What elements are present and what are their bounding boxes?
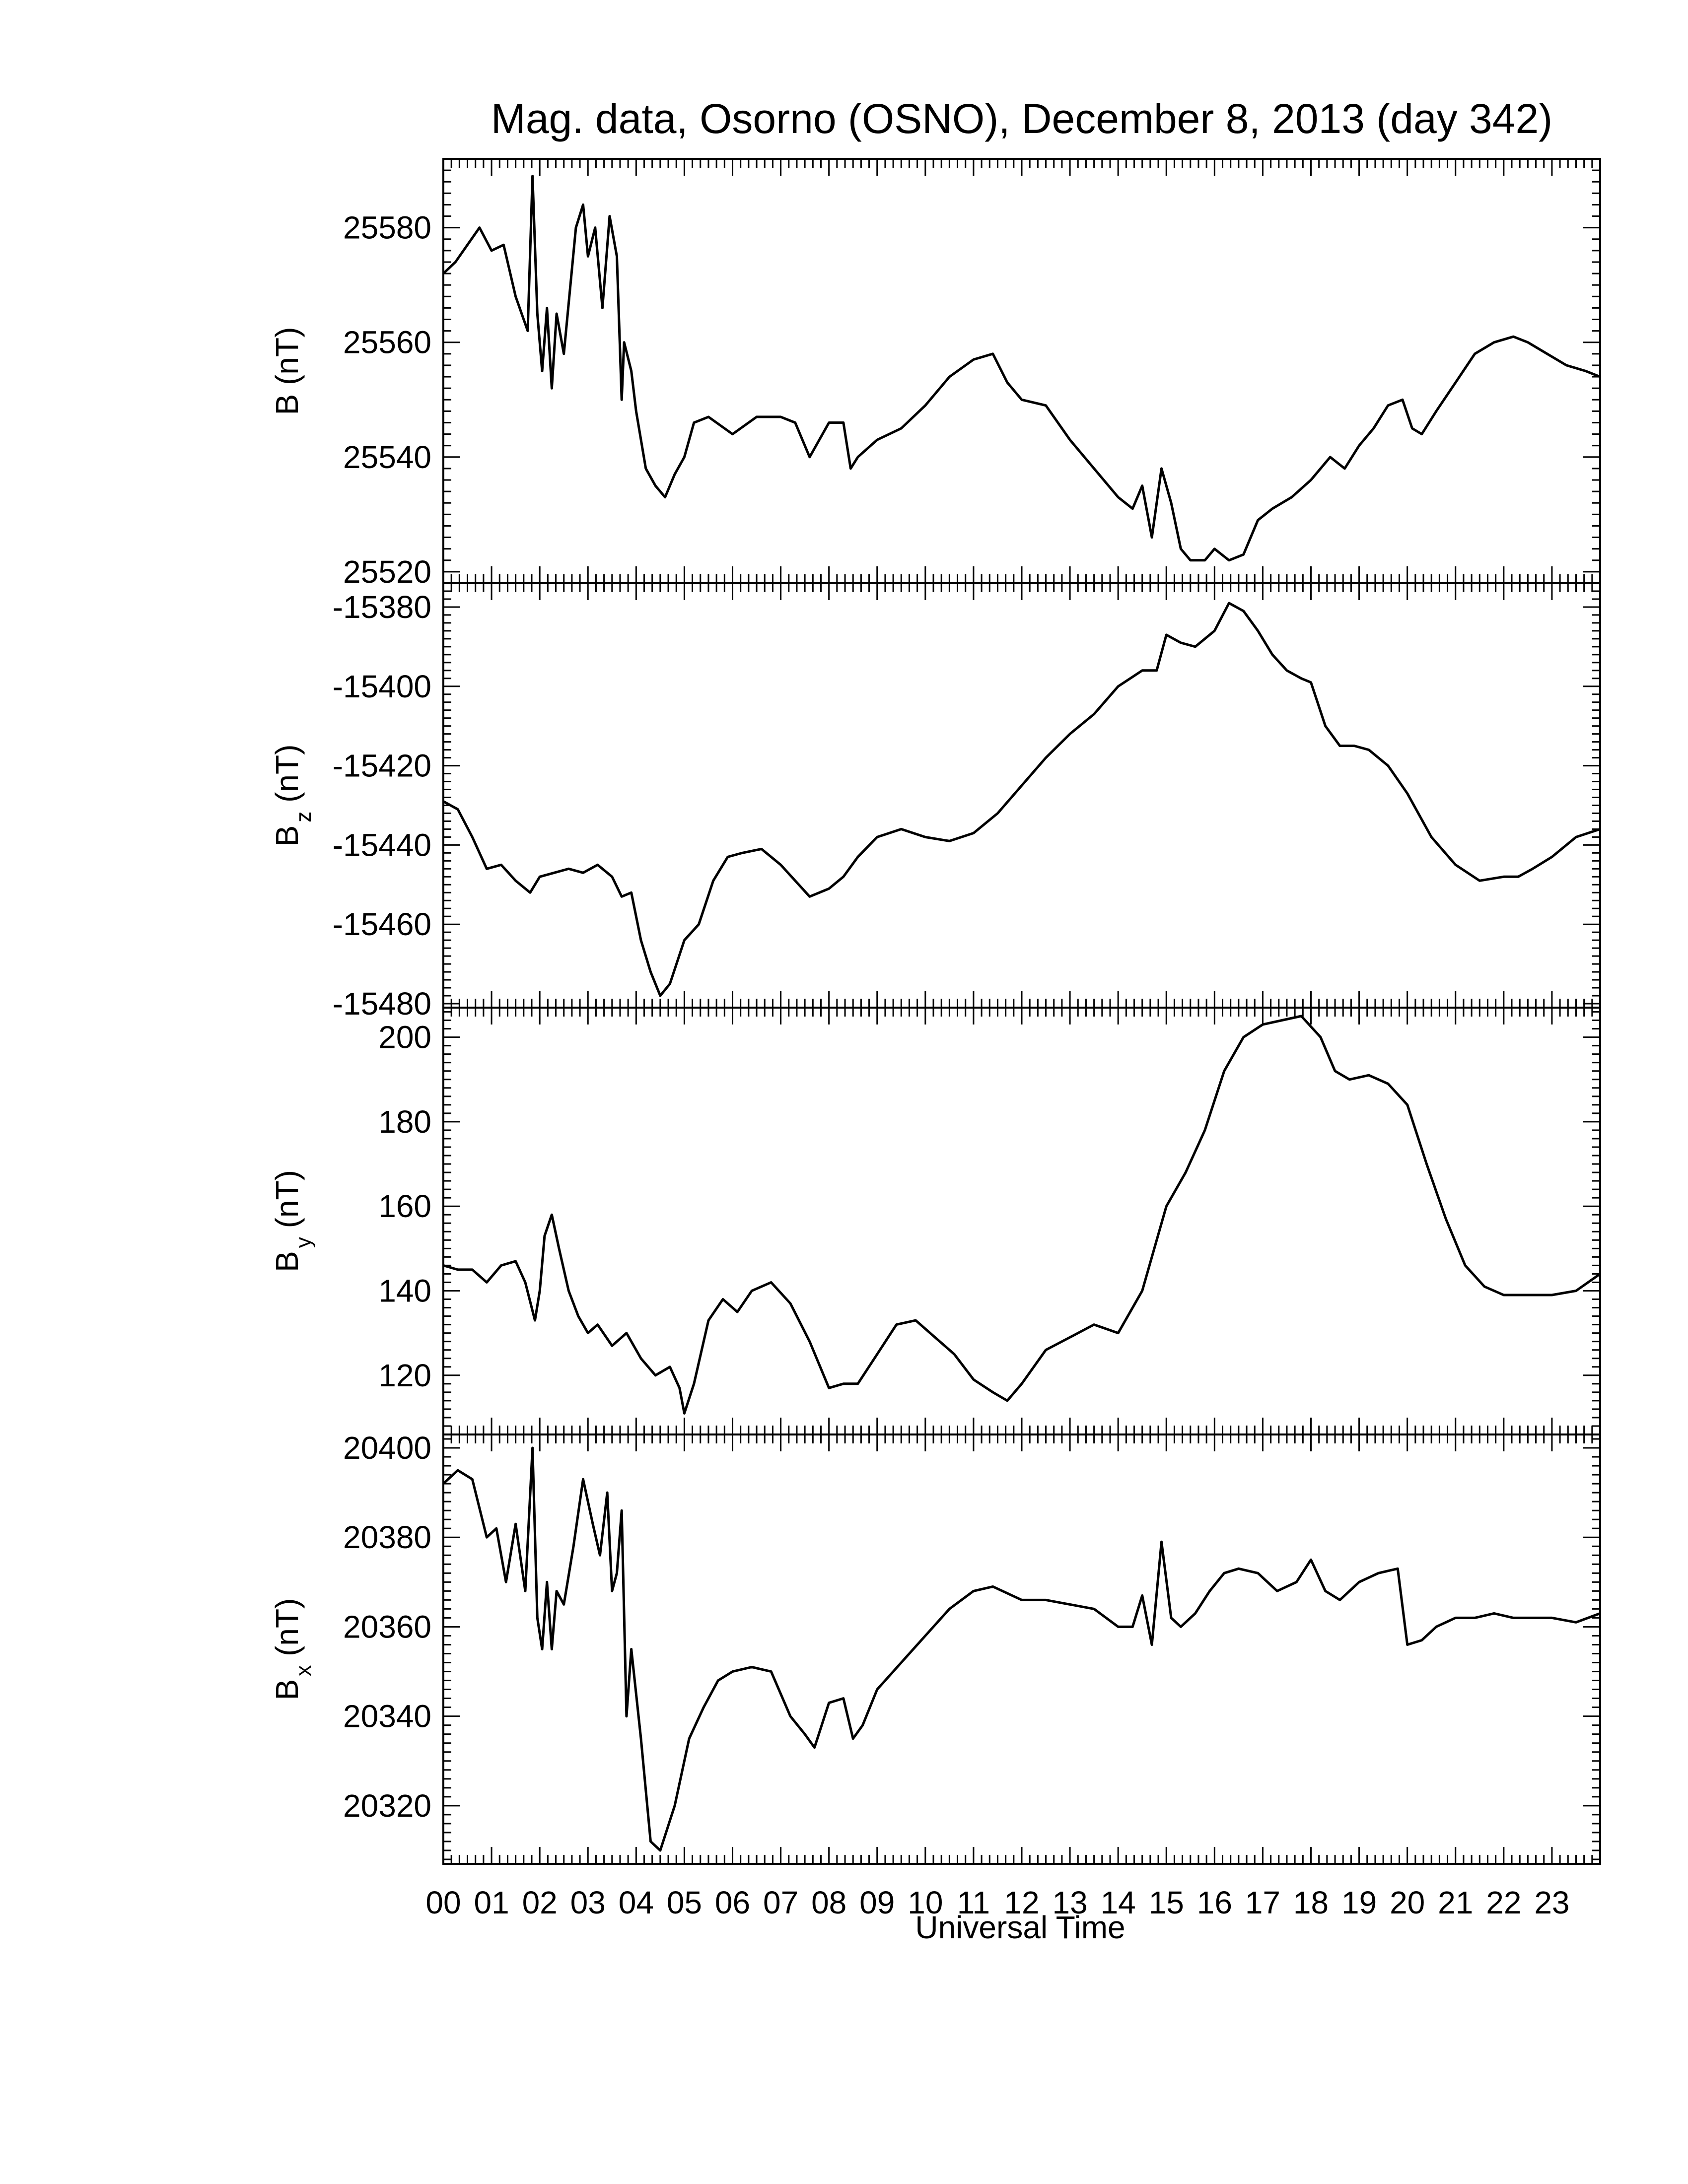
x-tick-label: 03 bbox=[570, 1885, 606, 1920]
y-axis-label: By (nT) bbox=[269, 1170, 316, 1272]
x-tick-label: 09 bbox=[859, 1885, 895, 1920]
x-tick-label: 16 bbox=[1197, 1885, 1232, 1920]
x-tick-label: 02 bbox=[522, 1885, 558, 1920]
x-tick-label: 15 bbox=[1149, 1885, 1184, 1920]
y-tick-label: 25560 bbox=[343, 325, 431, 360]
y-axis-label: Bx (nT) bbox=[269, 1598, 316, 1701]
y-tick-label: 160 bbox=[378, 1188, 431, 1224]
plot-frame bbox=[442, 1433, 1601, 1865]
y-axis-label-unit: (nT) bbox=[269, 745, 305, 812]
y-tick-label: 20380 bbox=[343, 1519, 431, 1555]
plot-frame bbox=[442, 582, 1601, 1009]
x-tick-label: 12 bbox=[1004, 1885, 1039, 1920]
y-axis-label-subscript: z bbox=[291, 812, 316, 822]
x-tick-label: 22 bbox=[1486, 1885, 1521, 1920]
y-tick-label: 25520 bbox=[343, 554, 431, 590]
x-tick-label: 07 bbox=[763, 1885, 798, 1920]
y-tick-label: -15380 bbox=[333, 589, 431, 625]
panel-By: 120 140 160 180 200 By (nT) bbox=[269, 1007, 1601, 1435]
y-tick-label: 140 bbox=[378, 1273, 431, 1308]
x-tick-label: 04 bbox=[619, 1885, 654, 1920]
x-tick-label: 20 bbox=[1390, 1885, 1425, 1920]
y-tick-label: 20320 bbox=[343, 1788, 431, 1824]
y-tick-label: 20340 bbox=[343, 1699, 431, 1734]
y-axis-label-subscript: x bbox=[291, 1665, 316, 1676]
panel-Bz: -15480 -15460 -15440 -15420 -15400 -15380 Bz (… bbox=[269, 582, 1601, 1022]
series-line-By bbox=[443, 1015, 1601, 1415]
y-axis-label-unit: (nT) bbox=[269, 1598, 305, 1665]
y-tick-label: 120 bbox=[378, 1358, 431, 1393]
chart-title: Mag. data, Osorno (OSNO), December 8, 20… bbox=[491, 95, 1552, 142]
y-tick-label: -15420 bbox=[333, 748, 431, 784]
y-axis-label: Bz (nT) bbox=[269, 745, 316, 847]
x-axis-label: Universal Time bbox=[915, 1910, 1125, 1945]
x-tick-label: 13 bbox=[1052, 1885, 1087, 1920]
y-axis-label: B (nT) bbox=[269, 327, 305, 415]
x-tick-label: 08 bbox=[811, 1885, 846, 1920]
y-tick-label: -15400 bbox=[333, 669, 431, 704]
y-axis-label-subscript: y bbox=[291, 1237, 316, 1248]
series-line-B bbox=[442, 175, 1601, 562]
y-tick-label: -15440 bbox=[333, 827, 431, 863]
x-tick-label: 17 bbox=[1245, 1885, 1280, 1920]
x-tick-label: 10 bbox=[908, 1885, 943, 1920]
x-tick-label: 05 bbox=[667, 1885, 702, 1920]
y-tick-label: 20400 bbox=[343, 1430, 431, 1466]
y-axis-label-unit: (nT) bbox=[269, 1170, 305, 1237]
y-tick-label: 200 bbox=[378, 1020, 431, 1055]
series-line-Bx bbox=[442, 1446, 1601, 1852]
y-axis-label-main: B bbox=[269, 1679, 305, 1701]
x-tick-label: 00 bbox=[425, 1885, 461, 1920]
y-tick-label: 25540 bbox=[343, 439, 431, 475]
x-tick-label: 21 bbox=[1438, 1885, 1473, 1920]
y-axis-label-main: B bbox=[269, 1251, 305, 1272]
x-tick-label: 19 bbox=[1341, 1885, 1377, 1920]
y-tick-label: 180 bbox=[378, 1104, 431, 1140]
x-tick-label: 11 bbox=[957, 1885, 990, 1920]
panel-B: 25520 25540 25560 25580 B (nT) bbox=[269, 158, 1601, 590]
y-tick-label: 25580 bbox=[343, 210, 431, 246]
series-line-Bz bbox=[442, 602, 1601, 997]
x-tick-label: 18 bbox=[1293, 1885, 1329, 1920]
y-tick-label: -15460 bbox=[333, 906, 431, 942]
plot-frame bbox=[442, 1007, 1601, 1435]
y-tick-label: 20360 bbox=[343, 1609, 431, 1644]
x-tick-label: 06 bbox=[715, 1885, 750, 1920]
y-tick-label: -15480 bbox=[333, 986, 431, 1022]
panel-Bx: 20320 20340 20360 20380 20400 Bx (nT) bbox=[269, 1430, 1601, 1865]
x-tick-label: 23 bbox=[1534, 1885, 1569, 1920]
x-tick-label: 14 bbox=[1101, 1885, 1136, 1920]
plot-frame bbox=[442, 158, 1601, 584]
x-tick-label: 01 bbox=[474, 1885, 509, 1920]
y-axis-label-main: B bbox=[269, 825, 305, 847]
